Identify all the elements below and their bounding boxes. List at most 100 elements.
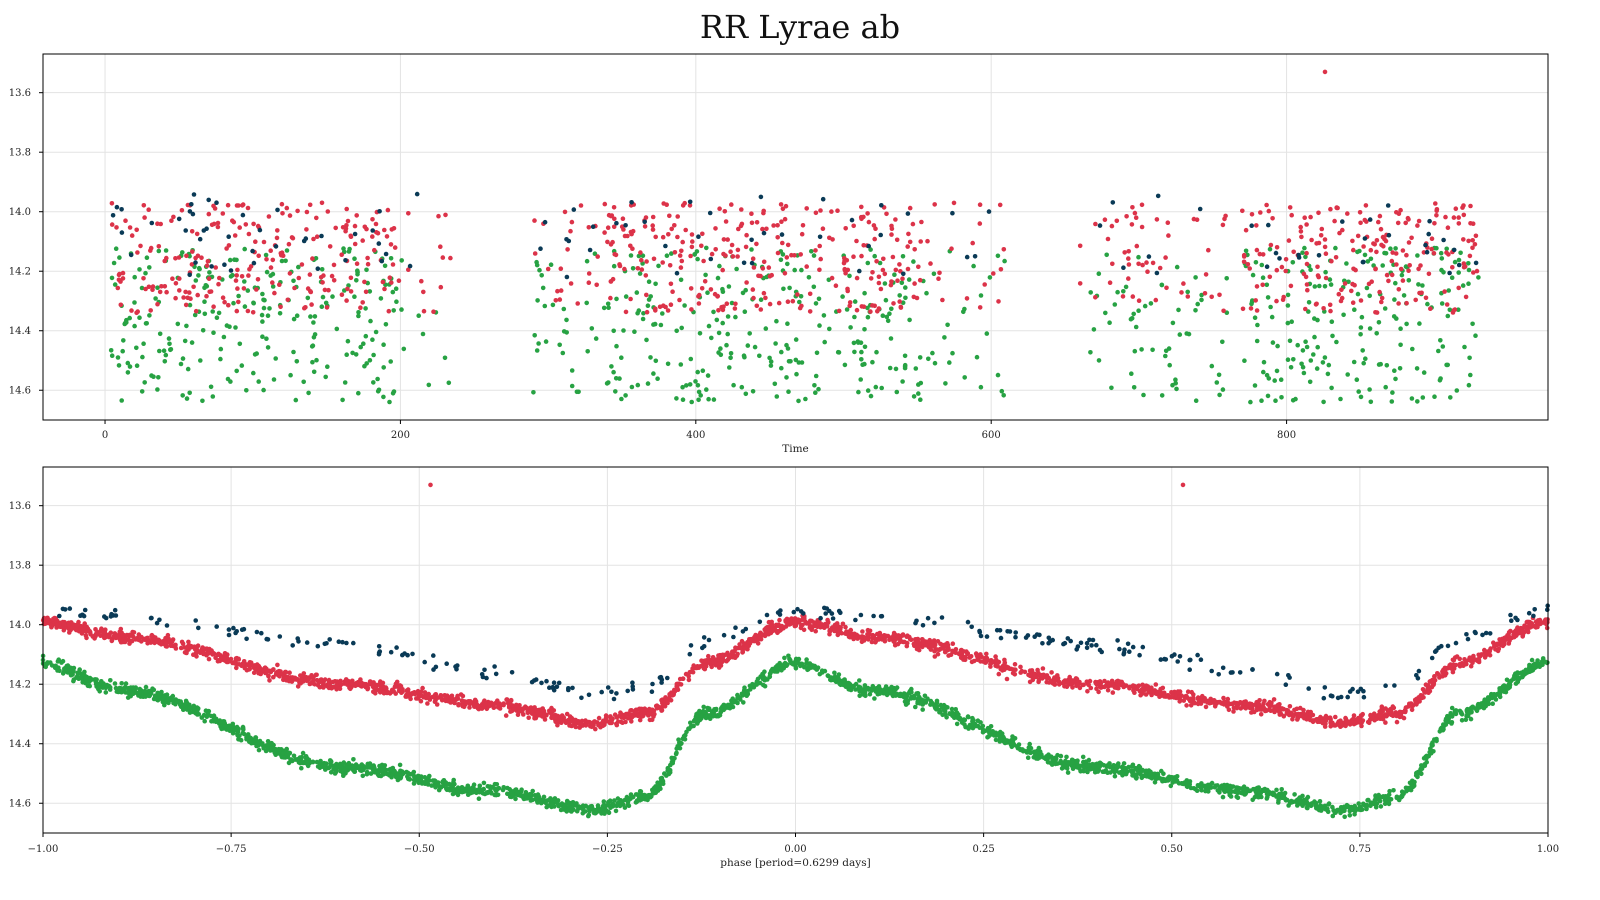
green-data-point	[1456, 270, 1461, 275]
green-data-point	[1470, 321, 1475, 327]
green-data-point	[658, 781, 664, 786]
navy-data-point	[250, 248, 255, 254]
red-data-point	[193, 308, 199, 314]
green-data-point	[812, 383, 817, 388]
red-data-point	[689, 232, 695, 237]
red-data-point	[605, 239, 610, 245]
green-data-point	[1193, 398, 1199, 404]
red-data-point	[1429, 236, 1435, 241]
red-data-point	[775, 250, 781, 256]
green-data-point	[1174, 264, 1180, 270]
red-data-point	[389, 280, 394, 285]
green-data-point	[352, 763, 358, 769]
red-data-point	[1453, 206, 1459, 211]
red-data-point	[1350, 238, 1355, 244]
red-data-point	[333, 225, 339, 231]
green-data-point	[383, 322, 389, 327]
red-data-point	[1308, 214, 1313, 220]
green-data-point	[779, 365, 784, 371]
green-data-point	[139, 285, 145, 291]
green-data-point	[1323, 269, 1328, 275]
y-tick-label: 14.6	[9, 386, 31, 397]
green-data-point	[319, 304, 325, 310]
red-data-point	[829, 275, 835, 281]
green-data-point	[227, 257, 233, 263]
red-data-point	[889, 223, 894, 229]
green-data-point	[799, 267, 804, 273]
green-data-point	[155, 285, 160, 291]
green-data-point	[709, 335, 714, 341]
green-data-point	[792, 267, 797, 273]
green-data-point	[1157, 776, 1163, 781]
green-data-point	[113, 246, 119, 251]
green-data-point	[1438, 338, 1443, 343]
red-data-point	[1456, 215, 1461, 220]
green-data-point	[1273, 398, 1278, 404]
green-data-point	[682, 303, 687, 308]
navy-data-point	[149, 220, 155, 226]
green-data-point	[163, 352, 169, 358]
green-data-point	[865, 314, 871, 320]
navy-data-point	[1273, 250, 1279, 256]
green-data-point	[1265, 295, 1271, 300]
green-data-point	[116, 689, 121, 695]
green-data-point	[99, 679, 104, 684]
green-data-point	[142, 380, 147, 385]
navy-data-point	[866, 243, 871, 249]
red-data-point	[665, 308, 671, 313]
red-data-point	[1413, 297, 1418, 303]
red-data-point	[738, 223, 744, 229]
red-data-point	[1395, 220, 1401, 226]
red-data-point	[295, 208, 300, 214]
red-data-point	[1314, 241, 1319, 246]
green-data-point	[1329, 319, 1335, 325]
green-data-point	[178, 361, 184, 367]
green-data-point	[204, 284, 210, 289]
green-data-point	[1342, 814, 1347, 820]
red-data-point	[1443, 214, 1448, 220]
green-data-point	[196, 265, 202, 271]
red-data-point	[1355, 233, 1361, 239]
green-data-point	[125, 695, 131, 700]
green-data-point	[139, 389, 145, 394]
red-data-point	[1394, 210, 1399, 215]
green-data-point	[789, 660, 795, 666]
green-data-point	[189, 340, 195, 345]
green-data-point	[371, 352, 376, 358]
red-data-point	[1309, 237, 1314, 243]
red-data-point	[222, 299, 227, 305]
red-data-point	[1345, 211, 1350, 216]
green-data-point	[1497, 687, 1503, 693]
green-data-point	[817, 323, 822, 328]
green-data-point	[688, 356, 694, 362]
red-data-point	[1289, 212, 1294, 218]
red-data-point	[194, 231, 200, 237]
red-data-point	[950, 641, 956, 646]
green-data-point	[198, 358, 203, 363]
green-data-point	[943, 712, 948, 717]
red-data-point	[1139, 224, 1145, 230]
green-data-point	[588, 804, 593, 809]
green-data-point	[1199, 297, 1204, 303]
red-data-point	[142, 215, 147, 220]
green-data-point	[900, 253, 906, 259]
red-data-point	[134, 227, 139, 233]
green-data-point	[714, 317, 720, 323]
red-data-point	[284, 205, 290, 211]
green-data-point	[836, 676, 841, 681]
green-data-point	[811, 253, 817, 258]
red-data-point	[1445, 225, 1451, 230]
red-data-point	[1154, 217, 1160, 222]
red-data-point	[324, 305, 330, 310]
green-data-point	[310, 343, 316, 349]
green-data-point	[1367, 387, 1372, 392]
green-data-point	[163, 248, 169, 253]
green-data-point	[720, 320, 725, 326]
green-data-point	[653, 281, 658, 287]
red-data-point	[1203, 704, 1209, 710]
green-data-point	[323, 300, 329, 306]
green-data-point	[1107, 320, 1112, 326]
green-data-point	[1468, 372, 1473, 378]
red-data-point	[771, 223, 776, 228]
red-data-point	[235, 286, 240, 291]
